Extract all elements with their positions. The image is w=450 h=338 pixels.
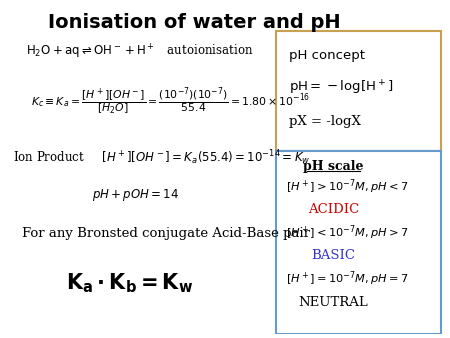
Text: pH concept: pH concept bbox=[289, 49, 365, 62]
Text: $\mathrm{H_2O + aq \rightleftharpoons OH^- + H^+}$   autoionisation: $\mathrm{H_2O + aq \rightleftharpoons OH… bbox=[26, 43, 253, 61]
Text: Ion Product     $[H^+][OH^-] = K_a(55.4) = 10^{-14} = K_w$: Ion Product $[H^+][OH^-] = K_a(55.4) = 1… bbox=[13, 148, 310, 167]
Text: $[H^+] = 10^{-7}M, pH = 7$: $[H^+] = 10^{-7}M, pH = 7$ bbox=[286, 269, 409, 288]
Text: ACIDIC: ACIDIC bbox=[308, 203, 359, 216]
Text: NEUTRAL: NEUTRAL bbox=[298, 296, 368, 309]
FancyBboxPatch shape bbox=[276, 30, 441, 151]
Text: $[H^+] > 10^{-7}M, pH < 7$: $[H^+] > 10^{-7}M, pH < 7$ bbox=[286, 178, 409, 196]
Text: $\mathrm{pH = -log[H^+]}$: $\mathrm{pH = -log[H^+]}$ bbox=[289, 79, 393, 97]
FancyBboxPatch shape bbox=[276, 151, 441, 334]
Text: For any Bronsted conjugate Acid-Base pair: For any Bronsted conjugate Acid-Base pai… bbox=[22, 227, 310, 240]
Text: $\mathbf{K_a \cdot K_b = K_w}$: $\mathbf{K_a \cdot K_b = K_w}$ bbox=[66, 271, 194, 294]
Text: $[H^+] < 10^{-7}M, pH > 7$: $[H^+] < 10^{-7}M, pH > 7$ bbox=[286, 223, 409, 242]
Text: $pH + pOH = 14$: $pH + pOH = 14$ bbox=[93, 187, 180, 203]
Text: pX = -logX: pX = -logX bbox=[289, 115, 361, 128]
Text: pH scale: pH scale bbox=[303, 160, 364, 173]
Text: Ionisation of water and pH: Ionisation of water and pH bbox=[48, 13, 340, 32]
Text: $K_c \equiv K_a = \dfrac{[H^+][OH^-]}{[H_2O]} = \dfrac{(10^{-7})(10^{-7})}{55.4}: $K_c \equiv K_a = \dfrac{[H^+][OH^-]}{[H… bbox=[31, 86, 310, 117]
Text: BASIC: BASIC bbox=[311, 249, 355, 262]
